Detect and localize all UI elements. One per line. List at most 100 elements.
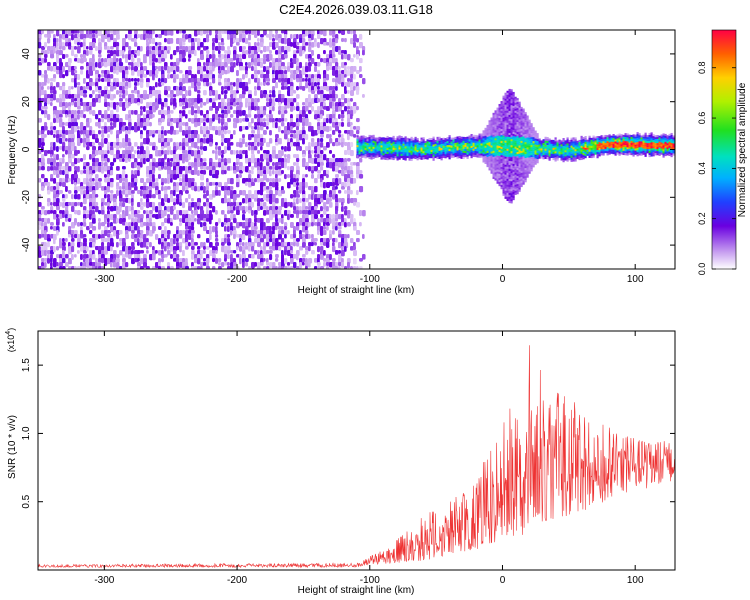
- noise-cell: [59, 110, 63, 116]
- signal-cell: [496, 169, 499, 172]
- noise-cell: [308, 38, 312, 42]
- noise-cell: [194, 186, 198, 192]
- noise-cell: [350, 98, 353, 102]
- noise-cell: [275, 74, 279, 80]
- signal-cell: [394, 150, 397, 153]
- noise-cell: [47, 62, 51, 67]
- signal-cell: [358, 154, 361, 157]
- signal-cell: [380, 151, 383, 154]
- noise-cell: [245, 62, 248, 67]
- signal-cell: [468, 139, 471, 142]
- noise-cell: [215, 62, 219, 67]
- noise-cell: [269, 214, 273, 221]
- noise-cell: [137, 214, 141, 219]
- noise-cell: [209, 122, 212, 128]
- noise-cell: [287, 166, 290, 171]
- noise-cell: [296, 78, 300, 83]
- signal-cell: [492, 136, 495, 140]
- signal-cell: [474, 146, 477, 150]
- noise-cell: [194, 122, 198, 128]
- signal-cell: [476, 147, 479, 150]
- noise-cell: [359, 186, 364, 193]
- signal-cell: [418, 147, 421, 150]
- signal-cell: [424, 148, 427, 152]
- noise-cell: [50, 126, 54, 131]
- noise-cell: [176, 146, 179, 150]
- noise-cell: [290, 78, 293, 83]
- noise-cell: [176, 266, 180, 269]
- noise-cell: [284, 66, 287, 70]
- noise-cell: [122, 246, 126, 252]
- noise-cell: [263, 166, 267, 171]
- noise-cell: [272, 246, 276, 251]
- noise-cell: [353, 250, 357, 257]
- signal-cell: [472, 140, 475, 143]
- noise-cell: [263, 206, 267, 210]
- signal-cell: [388, 139, 391, 142]
- noise-cell: [359, 34, 363, 40]
- noise-cell: [281, 106, 285, 111]
- noise-cell: [251, 30, 255, 35]
- signal-cell: [504, 152, 507, 155]
- noise-cell: [113, 86, 117, 90]
- noise-cell: [188, 66, 193, 70]
- noise-cell: [50, 266, 53, 269]
- noise-cell: [281, 78, 285, 83]
- signal-cell: [468, 149, 471, 152]
- noise-cell: [71, 118, 75, 124]
- signal-cell: [436, 152, 439, 156]
- signal-cell: [372, 136, 375, 140]
- noise-cell: [293, 242, 296, 247]
- noise-cell: [347, 222, 352, 227]
- noise-cell: [161, 102, 165, 108]
- noise-cell: [323, 226, 326, 230]
- noise-cell: [77, 126, 80, 130]
- noise-cell: [341, 94, 345, 100]
- signal-cell: [372, 152, 375, 156]
- noise-cell: [248, 122, 252, 128]
- signal-cell: [404, 144, 407, 147]
- signal-cell: [388, 145, 391, 148]
- noise-cell: [170, 150, 174, 155]
- noise-cell: [89, 174, 93, 179]
- signal-cell: [502, 129, 505, 132]
- signal-cell: [482, 158, 485, 161]
- noise-cell: [245, 166, 249, 173]
- noise-cell: [260, 94, 264, 99]
- signal-cell: [502, 137, 505, 140]
- signal-cell: [434, 155, 437, 159]
- signal-cell: [466, 144, 469, 147]
- signal-cell: [478, 143, 481, 146]
- signal-cell: [420, 141, 423, 144]
- noise-cell: [206, 54, 209, 59]
- noise-cell: [248, 114, 252, 118]
- noise-cell: [281, 218, 284, 225]
- signal-cell: [470, 143, 473, 147]
- noise-cell: [197, 158, 200, 164]
- noise-cell: [314, 186, 318, 193]
- noise-cell: [137, 126, 141, 131]
- noise-cell: [215, 34, 218, 40]
- noise-cell: [167, 214, 171, 219]
- noise-cell: [98, 78, 101, 82]
- signal-cell: [468, 147, 471, 150]
- noise-cell: [341, 70, 345, 75]
- noise-cell: [323, 42, 327, 46]
- noise-cell: [317, 118, 321, 122]
- noise-cell: [254, 138, 258, 143]
- signal-cell: [484, 141, 487, 145]
- noise-cell: [248, 174, 252, 179]
- noise-cell: [62, 214, 65, 219]
- noise-cell: [137, 226, 140, 231]
- noise-cell: [251, 106, 255, 111]
- noise-cell: [128, 190, 132, 196]
- noise-cell: [179, 70, 183, 74]
- signal-cell: [506, 98, 509, 101]
- signal-cell: [504, 136, 507, 139]
- signal-cell: [500, 125, 503, 128]
- noise-cell: [257, 234, 261, 239]
- noise-cell: [128, 146, 131, 151]
- noise-cell: [245, 154, 248, 160]
- signal-cell: [456, 144, 459, 147]
- signal-cell: [494, 138, 497, 141]
